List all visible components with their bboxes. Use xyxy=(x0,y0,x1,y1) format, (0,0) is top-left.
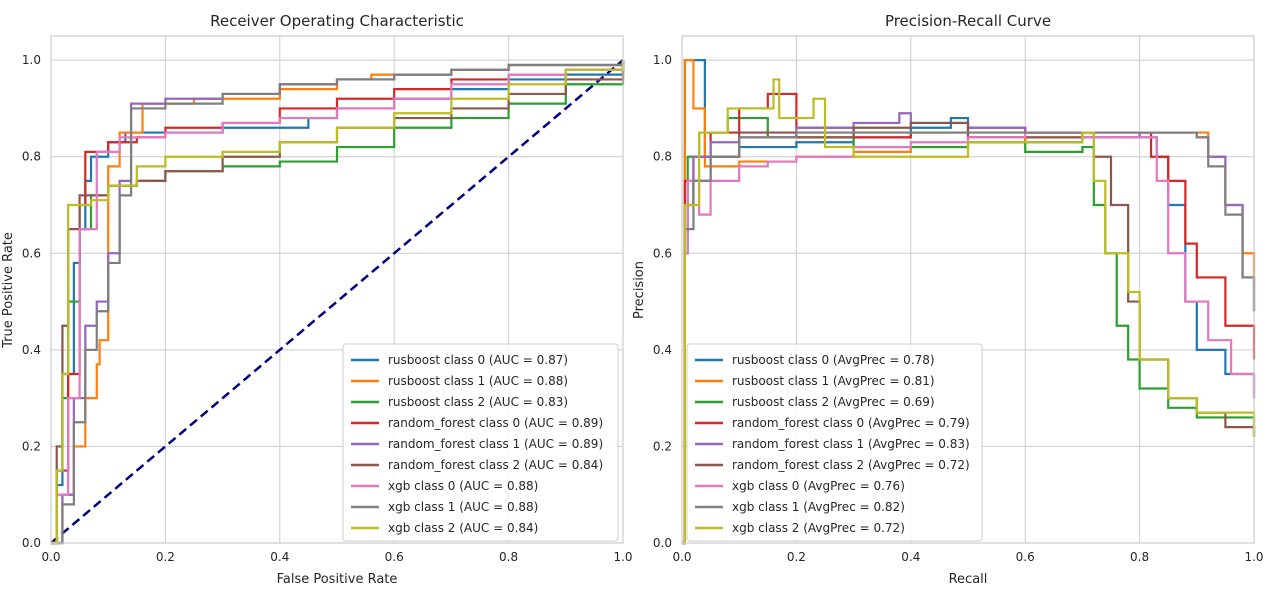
pr-x-tick-label: 1.0 xyxy=(1244,550,1263,564)
roc-chance-diagonal xyxy=(50,59,624,544)
pr-legend-label-8: xgb class 2 (AvgPrec = 0.72) xyxy=(732,521,905,535)
pr-y-tick-label: 0.2 xyxy=(653,439,672,453)
pr-legend-label-5: random_forest class 2 (AvgPrec = 0.72) xyxy=(732,458,970,472)
roc-legend-label-8: xgb class 2 (AUC = 0.84) xyxy=(388,521,538,535)
pr-y-axis-label: Precision xyxy=(632,261,647,319)
roc-y-tick-label: 0.2 xyxy=(22,439,41,453)
pr-legend-label-1: rusboost class 1 (AvgPrec = 0.81) xyxy=(732,374,935,388)
roc-legend-label-7: xgb class 1 (AUC = 0.88) xyxy=(388,500,538,514)
roc-chart-title: Receiver Operating Characteristic xyxy=(210,12,464,30)
pr-series-line-6 xyxy=(682,131,1256,545)
pr-legend-label-6: xgb class 0 (AvgPrec = 0.76) xyxy=(732,479,905,493)
roc-y-tick-label: 0.4 xyxy=(22,343,41,357)
roc-series-group xyxy=(50,59,625,545)
pr-legend-box xyxy=(686,343,983,542)
pr-x-tick-label: 0.2 xyxy=(787,550,806,564)
pr-legend-label-3: random_forest class 0 (AvgPrec = 0.79) xyxy=(732,416,970,430)
pr-series-group xyxy=(682,59,1256,545)
pr-x-tick-label: 0.6 xyxy=(1016,550,1035,564)
roc-y-axis-label: True Positive Rate xyxy=(1,232,16,349)
roc-x-tick-label: 0.4 xyxy=(270,550,289,564)
roc-y-tick-label: 0.6 xyxy=(22,246,41,260)
pr-legend-label-0: rusboost class 0 (AvgPrec = 0.78) xyxy=(732,353,935,367)
roc-legend-label-5: random_forest class 2 (AUC = 0.84) xyxy=(388,458,603,472)
roc-x-tick-label: 0.8 xyxy=(499,550,518,564)
pr-x-tick-label: 0.0 xyxy=(672,550,691,564)
pr-legend-label-7: xgb class 1 (AvgPrec = 0.82) xyxy=(732,500,905,514)
pr-chart: Precision-Recall Curve 0.0 0.2 0.4 0.6 0.8 1.… xyxy=(632,12,1264,587)
pr-x-axis-label: Recall xyxy=(949,572,988,587)
roc-x-tick-labels: 0.0 0.2 0.4 0.6 0.8 1.0 xyxy=(41,550,632,564)
roc-legend-label-0: rusboost class 0 (AUC = 0.87) xyxy=(388,353,568,367)
roc-y-tick-label: 0.0 xyxy=(22,536,41,550)
roc-series-line-6 xyxy=(51,60,625,545)
roc-legend-label-2: rusboost class 2 (AUC = 0.83) xyxy=(388,395,568,409)
pr-x-tick-labels: 0.0 0.2 0.4 0.6 0.8 1.0 xyxy=(672,550,1263,564)
roc-series-line-8 xyxy=(51,60,625,545)
pr-x-tick-label: 0.8 xyxy=(1130,550,1149,564)
roc-legend: rusboost class 0 (AUC = 0.87) rusboost cl… xyxy=(342,343,619,542)
roc-x-tick-label: 0.6 xyxy=(385,550,404,564)
pr-y-tick-label: 0.8 xyxy=(653,150,672,164)
pr-legend-label-2: rusboost class 2 (AvgPrec = 0.69) xyxy=(732,395,935,409)
pr-y-tick-labels: 0.0 0.2 0.4 0.6 0.8 1.0 xyxy=(653,53,672,550)
roc-x-tick-label: 0.0 xyxy=(41,550,60,564)
roc-chart: Receiver Operating Characteristic 0.0 0.2… xyxy=(1,12,633,587)
pr-chart-title: Precision-Recall Curve xyxy=(885,12,1051,30)
roc-x-axis-label: False Positive Rate xyxy=(277,572,398,587)
roc-y-tick-label: 0.8 xyxy=(22,150,41,164)
pr-y-tick-label: 0.6 xyxy=(653,246,672,260)
pr-series-line-8 xyxy=(682,78,1256,545)
roc-legend-label-4: random_forest class 1 (AUC = 0.89) xyxy=(388,437,603,451)
roc-plot-frame xyxy=(50,35,624,544)
pr-y-tick-label: 1.0 xyxy=(653,53,672,67)
pr-y-tick-label: 0.4 xyxy=(653,343,672,357)
roc-legend-label-1: rusboost class 1 (AUC = 0.88) xyxy=(388,374,568,388)
pr-y-tick-label: 0.0 xyxy=(653,536,672,550)
roc-y-tick-label: 1.0 xyxy=(22,53,41,67)
roc-series-line-7 xyxy=(51,60,625,545)
roc-x-tick-label: 1.0 xyxy=(613,550,632,564)
roc-legend-box xyxy=(342,343,619,542)
roc-y-tick-labels: 0.0 0.2 0.4 0.6 0.8 1.0 xyxy=(22,53,41,550)
pr-plot-frame xyxy=(681,35,1255,544)
roc-x-tick-label: 0.2 xyxy=(156,550,175,564)
roc-legend-label-6: xgb class 0 (AUC = 0.88) xyxy=(388,479,538,493)
pr-x-tick-label: 0.4 xyxy=(901,550,920,564)
pr-legend: rusboost class 0 (AvgPrec = 0.78) rusboos… xyxy=(686,343,983,542)
pr-legend-label-4: random_forest class 1 (AvgPrec = 0.83) xyxy=(732,437,970,451)
roc-legend-label-3: random_forest class 0 (AUC = 0.89) xyxy=(388,416,603,430)
